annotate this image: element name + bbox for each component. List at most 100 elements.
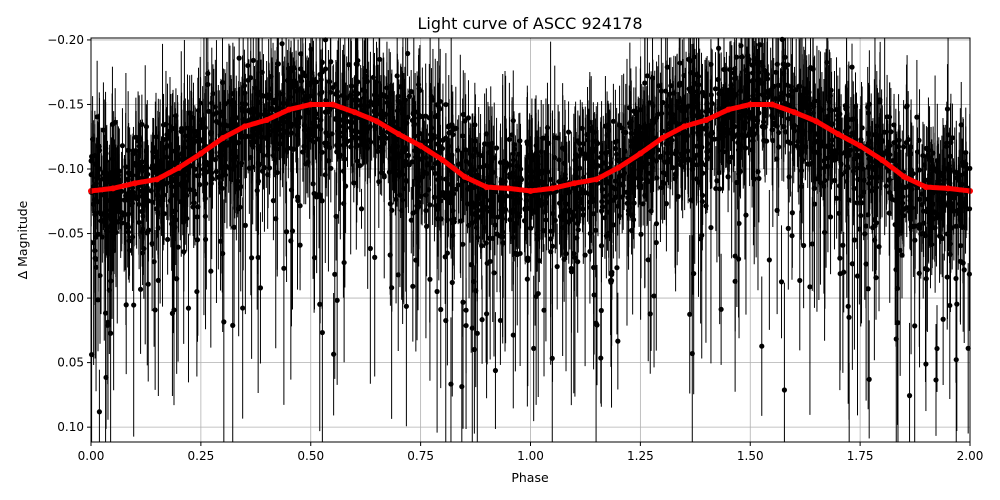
data-point bbox=[733, 54, 740, 60]
data-point bbox=[372, 254, 378, 260]
data-point bbox=[811, 185, 817, 191]
data-point bbox=[500, 240, 506, 246]
data-point bbox=[297, 203, 303, 209]
data-point bbox=[849, 261, 855, 267]
data-point bbox=[416, 148, 422, 154]
data-point bbox=[782, 64, 789, 70]
data-point bbox=[473, 288, 479, 294]
data-point bbox=[439, 145, 446, 152]
data-point bbox=[307, 128, 313, 134]
data-point bbox=[959, 181, 965, 187]
data-point bbox=[444, 250, 450, 256]
data-point bbox=[149, 241, 155, 247]
data-point bbox=[861, 189, 867, 195]
data-point bbox=[469, 153, 475, 159]
data-point bbox=[290, 80, 296, 86]
data-point bbox=[135, 174, 142, 180]
data-point bbox=[279, 41, 285, 47]
data-point bbox=[413, 175, 419, 181]
data-point bbox=[698, 236, 704, 242]
data-point bbox=[926, 157, 933, 163]
data-point bbox=[133, 134, 139, 140]
data-point bbox=[920, 152, 926, 159]
data-point bbox=[573, 174, 579, 180]
data-point bbox=[103, 158, 109, 164]
data-point bbox=[694, 152, 700, 158]
data-point bbox=[349, 128, 356, 134]
data-point bbox=[403, 145, 409, 151]
data-point bbox=[217, 238, 224, 244]
data-point bbox=[734, 179, 740, 186]
data-point bbox=[698, 125, 705, 132]
data-point bbox=[238, 184, 244, 190]
data-point bbox=[317, 91, 323, 97]
data-point bbox=[950, 193, 957, 200]
data-point bbox=[460, 133, 466, 139]
data-point bbox=[656, 83, 662, 89]
data-point bbox=[477, 164, 483, 170]
data-point bbox=[91, 240, 97, 246]
data-point bbox=[245, 62, 251, 69]
data-point bbox=[728, 82, 734, 88]
data-point bbox=[590, 264, 597, 271]
data-point bbox=[717, 186, 723, 192]
data-point bbox=[377, 56, 383, 62]
data-point bbox=[541, 307, 547, 313]
data-point bbox=[395, 272, 401, 278]
data-point bbox=[811, 104, 817, 110]
data-point bbox=[848, 147, 854, 153]
data-point bbox=[395, 93, 401, 99]
data-point bbox=[332, 271, 338, 277]
data-point bbox=[125, 229, 132, 235]
data-point bbox=[240, 305, 246, 311]
data-point bbox=[145, 171, 151, 177]
data-point bbox=[342, 136, 348, 142]
data-point bbox=[472, 138, 478, 144]
data-point bbox=[965, 345, 971, 351]
data-point bbox=[892, 197, 898, 203]
data-point bbox=[223, 163, 229, 169]
data-point bbox=[691, 80, 697, 86]
data-point bbox=[144, 165, 150, 171]
data-point bbox=[927, 235, 934, 241]
data-point bbox=[175, 154, 181, 160]
data-point bbox=[123, 193, 129, 199]
data-point bbox=[899, 252, 905, 258]
data-point bbox=[424, 223, 430, 230]
data-point bbox=[678, 161, 684, 168]
data-point bbox=[524, 139, 530, 145]
data-point bbox=[743, 107, 749, 114]
data-point bbox=[675, 193, 681, 200]
data-point bbox=[709, 100, 715, 107]
data-point bbox=[97, 272, 103, 279]
data-point bbox=[93, 264, 99, 270]
data-point bbox=[647, 170, 653, 176]
data-point bbox=[305, 82, 311, 88]
data-point bbox=[257, 285, 264, 291]
data-point bbox=[725, 126, 731, 132]
data-point bbox=[108, 330, 114, 336]
data-point bbox=[827, 214, 834, 220]
data-point bbox=[96, 409, 103, 415]
data-point bbox=[873, 275, 879, 281]
data-point bbox=[173, 113, 179, 119]
data-point bbox=[476, 151, 482, 157]
data-point bbox=[269, 127, 275, 134]
data-point bbox=[279, 134, 286, 140]
data-point bbox=[88, 352, 95, 358]
data-point bbox=[876, 244, 882, 250]
data-point bbox=[109, 209, 115, 215]
data-point bbox=[288, 187, 295, 193]
data-point bbox=[317, 194, 323, 200]
data-point bbox=[567, 207, 573, 213]
data-point bbox=[824, 59, 830, 65]
data-point bbox=[923, 276, 929, 282]
data-point bbox=[759, 343, 765, 349]
data-point bbox=[555, 135, 561, 141]
data-point bbox=[125, 147, 131, 153]
data-point bbox=[448, 381, 454, 387]
data-point bbox=[660, 99, 666, 106]
data-point bbox=[865, 212, 871, 218]
data-point bbox=[260, 152, 267, 159]
data-point bbox=[598, 243, 605, 249]
